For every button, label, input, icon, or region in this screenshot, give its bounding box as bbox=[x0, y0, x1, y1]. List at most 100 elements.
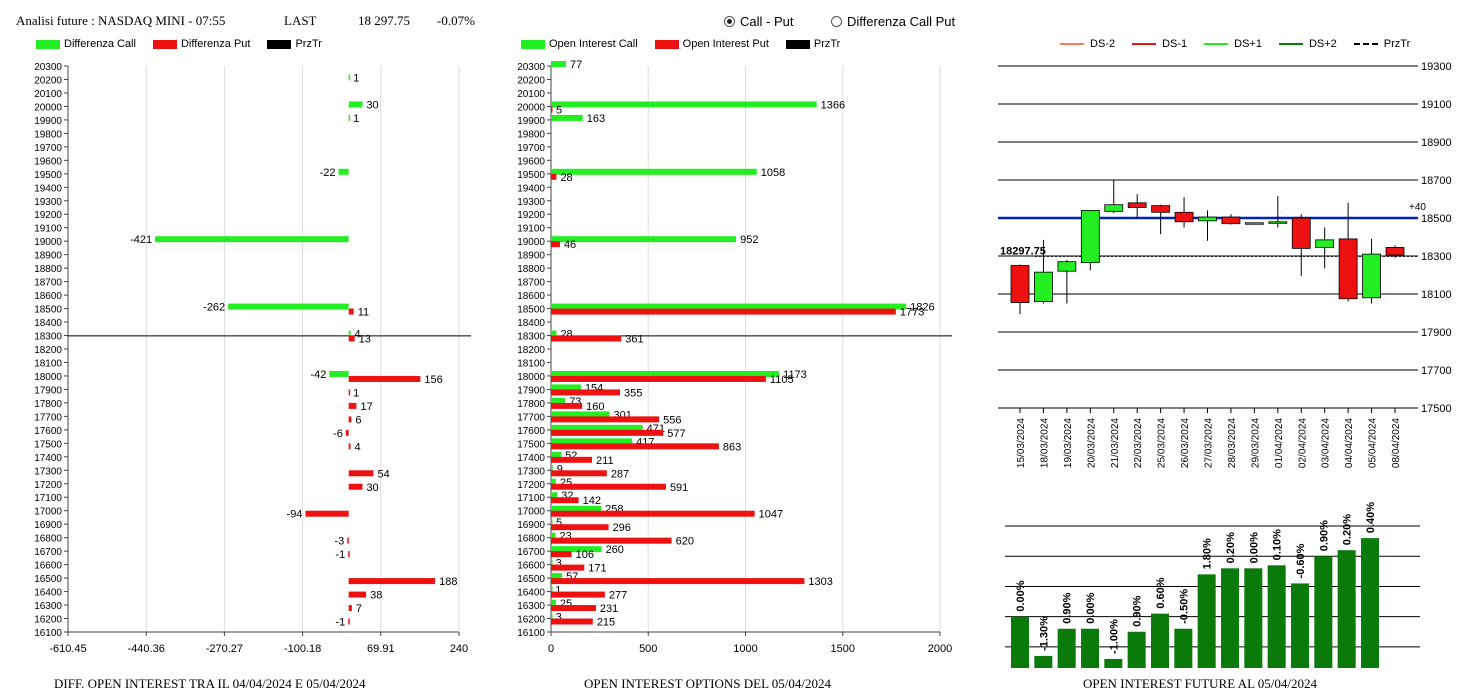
bar-put bbox=[348, 605, 352, 612]
future-bar-label: 0.00% bbox=[1015, 580, 1027, 611]
bar-put-label: 287 bbox=[611, 468, 629, 480]
bar-put bbox=[551, 470, 607, 477]
y-tick-label: 17300 bbox=[517, 466, 545, 477]
x-tick-label: 25/03/2024 bbox=[1157, 418, 1168, 468]
bar-put-label: 4 bbox=[354, 441, 360, 453]
x-tick-label: 26/03/2024 bbox=[1180, 418, 1191, 468]
future-bar bbox=[1174, 628, 1193, 668]
future-bar bbox=[1361, 538, 1379, 668]
future-bar-label: 0.90% bbox=[1318, 520, 1330, 551]
candle-body bbox=[1057, 261, 1077, 272]
y-tick-label: 17500 bbox=[34, 439, 62, 450]
bar-put bbox=[348, 443, 351, 450]
y-tick-label: 19100 bbox=[517, 224, 545, 235]
bar-put bbox=[551, 456, 593, 463]
y-tick-label: 17400 bbox=[517, 453, 545, 464]
bar-call-label: 1 bbox=[353, 113, 359, 125]
bar-call-label: 1058 bbox=[761, 167, 785, 179]
bar-call bbox=[348, 114, 351, 121]
x-tick-label: 05/04/2024 bbox=[1368, 418, 1379, 468]
bar-put-label: 1047 bbox=[759, 509, 783, 521]
y-tick-label: 18800 bbox=[517, 264, 545, 275]
bar-call bbox=[551, 303, 907, 310]
x-tick-label: 22/03/2024 bbox=[1133, 418, 1144, 468]
y-tick-label: 19600 bbox=[517, 156, 545, 167]
legend-item: DS+2 bbox=[1278, 38, 1337, 50]
y-tick-label: 18100 bbox=[34, 358, 62, 369]
bar-put bbox=[348, 335, 355, 342]
x-tick-label: 04/04/2024 bbox=[1344, 418, 1355, 468]
radio-call-put[interactable]: Call - Put bbox=[724, 14, 793, 29]
y-tick-label: 18300 bbox=[34, 332, 62, 343]
y-tick-label: 17900 bbox=[517, 385, 545, 396]
bar-put-label: -1 bbox=[335, 549, 345, 561]
y-tick-label: 18200 bbox=[517, 345, 545, 356]
x-tick-label: 0 bbox=[548, 643, 554, 655]
y-tick-label: 17800 bbox=[517, 399, 545, 410]
bar-call bbox=[551, 600, 556, 607]
bar-put-label: 1105 bbox=[770, 374, 794, 386]
bar-put-label: 5 bbox=[556, 104, 562, 116]
bar-call-label: 77 bbox=[570, 59, 582, 71]
radio-differenza-label: Differenza Call Put bbox=[847, 14, 956, 29]
future-bar bbox=[1057, 628, 1076, 668]
candle-body bbox=[1034, 271, 1053, 302]
x-tick-label: 08/04/2024 bbox=[1391, 418, 1402, 468]
candle-body bbox=[1385, 247, 1405, 256]
radio-selected-icon[interactable] bbox=[724, 16, 735, 27]
bar-put bbox=[551, 416, 660, 423]
bar-call bbox=[348, 74, 351, 81]
bar-call bbox=[551, 586, 553, 593]
y-tick-label: 18900 bbox=[517, 251, 545, 262]
candle-body bbox=[1151, 205, 1171, 213]
bar-put-label: 11 bbox=[358, 307, 369, 319]
legend-swatch-price bbox=[267, 39, 292, 49]
bar-put bbox=[551, 443, 719, 450]
y-tick-label: 16100 bbox=[517, 628, 545, 639]
legend-item: DS-2 bbox=[1060, 38, 1115, 50]
bar-put bbox=[551, 618, 593, 625]
radio-unselected-icon[interactable] bbox=[831, 16, 842, 27]
y-tick-label: 19300 bbox=[1421, 61, 1452, 73]
radio-differenza[interactable]: Differenza Call Put bbox=[831, 14, 955, 29]
bar-put-label: 277 bbox=[609, 590, 627, 602]
y-tick-label: 16800 bbox=[34, 534, 62, 545]
future-bar bbox=[1267, 565, 1286, 668]
bar-call-label: 1366 bbox=[821, 99, 845, 111]
future-bar bbox=[1291, 583, 1309, 668]
bar-put bbox=[348, 578, 436, 585]
bar-call-label: 1 bbox=[353, 72, 359, 84]
legend-swatch-call bbox=[36, 39, 60, 49]
bar-put-label: 142 bbox=[583, 495, 601, 507]
bar-call-label: -22 bbox=[320, 167, 336, 179]
y-tick-label: 19400 bbox=[34, 183, 62, 194]
candle-body bbox=[1315, 239, 1335, 248]
legend-label: PrzTr bbox=[813, 38, 841, 50]
y-tick-label: 19000 bbox=[34, 237, 62, 248]
candle-body bbox=[1174, 211, 1194, 223]
price-change: -0.07% bbox=[437, 13, 475, 28]
future-bar bbox=[1081, 628, 1099, 668]
y-tick-label: 19100 bbox=[1421, 99, 1452, 111]
future-bar-label: -0.50% bbox=[1178, 589, 1190, 624]
bar-call bbox=[551, 236, 737, 243]
future-bar-label: 0.00% bbox=[1085, 592, 1097, 623]
future-bar-label: -0.60% bbox=[1295, 543, 1307, 578]
bar-call-label: 1 bbox=[555, 585, 561, 597]
y-tick-label: 19300 bbox=[34, 197, 62, 208]
y-tick-label: 16200 bbox=[34, 615, 62, 626]
future-bar bbox=[1151, 613, 1169, 668]
caption-diff: DIFF. OPEN INTEREST TRA IL 04/04/2024 E … bbox=[54, 676, 366, 691]
caption-oi: OPEN INTEREST OPTIONS DEL 05/04/2024 bbox=[584, 676, 831, 691]
y-tick-label: 16800 bbox=[517, 534, 545, 545]
future-bar bbox=[1337, 550, 1356, 668]
y-tick-label: 20100 bbox=[34, 89, 62, 100]
legend-label: DS+1 bbox=[1234, 38, 1262, 50]
bar-call bbox=[551, 573, 563, 580]
bar-call bbox=[551, 330, 557, 337]
bar-put bbox=[551, 524, 609, 531]
y-tick-label: 17000 bbox=[34, 507, 62, 518]
legend-item: PrzTr bbox=[267, 38, 322, 50]
legend-candles: DS-2 DS-1 DS+1 DS+2 PrzTr bbox=[1060, 38, 1427, 50]
y-tick-label: 16600 bbox=[34, 561, 62, 572]
